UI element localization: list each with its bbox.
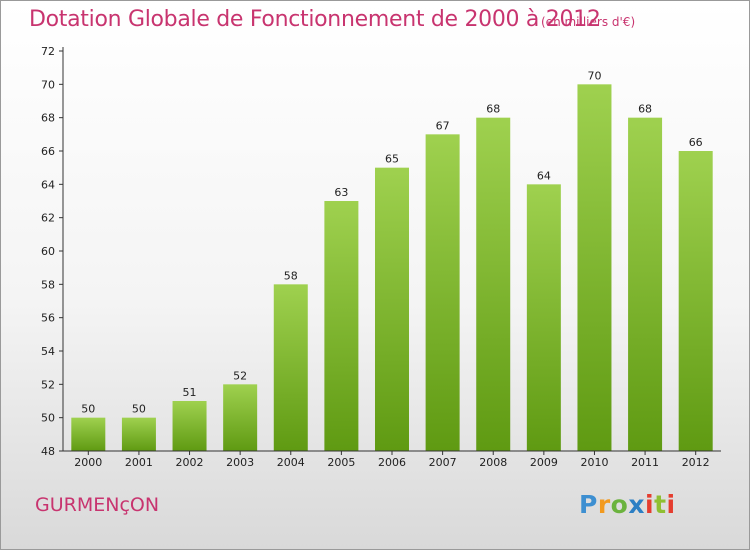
x-tick-label: 2011 [631, 456, 659, 469]
bar [577, 84, 612, 451]
y-tick-label: 72 [41, 45, 55, 58]
logo-letter: t [654, 490, 667, 519]
x-tick-label: 2002 [176, 456, 204, 469]
bar-value-label: 50 [81, 403, 95, 416]
commune-name: GURMENçON [35, 494, 160, 516]
y-tick-label: 56 [41, 312, 55, 325]
x-tick-label: 2000 [74, 456, 102, 469]
logo-letter: o [610, 490, 629, 519]
x-tick-label: 2005 [327, 456, 355, 469]
bar-value-label: 63 [334, 186, 348, 199]
bar-value-label: 52 [233, 369, 247, 382]
bar-value-label: 66 [689, 136, 703, 149]
y-tick-label: 58 [41, 278, 55, 291]
bar-value-label: 67 [436, 119, 450, 132]
y-tick-label: 70 [41, 78, 55, 91]
chart-title: Dotation Globale de Fonctionnement de 20… [29, 7, 601, 32]
y-tick-label: 48 [41, 445, 55, 458]
bar [678, 151, 713, 451]
bar [223, 384, 258, 451]
bar [425, 134, 460, 452]
bar-value-label: 58 [284, 269, 298, 282]
y-tick-label: 54 [41, 345, 55, 358]
y-tick-label: 52 [41, 378, 55, 391]
x-tick-label: 2009 [530, 456, 558, 469]
x-tick-label: 2003 [226, 456, 254, 469]
bar [476, 117, 511, 452]
logo-letter: x [628, 490, 645, 519]
bar [71, 417, 106, 451]
x-axis: 2000 2001 2002 2003 2004 2005 2006 2007 2008 2009… [63, 450, 721, 469]
bar [172, 401, 207, 451]
logo-letter: i [666, 490, 676, 519]
bar-value-label: 70 [587, 69, 601, 82]
x-tick-label: 2007 [429, 456, 457, 469]
y-tick-label: 64 [41, 178, 55, 191]
y-tick-label: 68 [41, 112, 55, 125]
bar-series: 50 50 51 52 58 63 65 67 68 64 70 68 66 [71, 69, 713, 452]
y-tick-label: 62 [41, 212, 55, 225]
bar-value-label: 50 [132, 403, 146, 416]
bar-value-label: 51 [183, 386, 197, 399]
bar [121, 417, 156, 451]
x-tick-label: 2008 [479, 456, 507, 469]
y-tick-label: 50 [41, 412, 55, 425]
logo-letter: P [579, 490, 598, 519]
logo-letter: i [645, 490, 655, 519]
x-tick-label: 2012 [682, 456, 710, 469]
bar [273, 284, 308, 451]
x-tick-label: 2006 [378, 456, 406, 469]
x-tick-label: 2010 [580, 456, 608, 469]
proxiti-logo[interactable]: Proxiti [579, 490, 676, 519]
bar [628, 117, 663, 452]
bar [324, 201, 359, 451]
bar-value-label: 64 [537, 169, 551, 182]
y-tick-label: 60 [41, 245, 55, 258]
bar-value-label: 68 [486, 103, 500, 116]
y-tick-label: 66 [41, 145, 55, 158]
logo-letter: r [597, 490, 611, 519]
bar [526, 184, 561, 452]
chart-subtitle: (en milliers d'€) [541, 15, 636, 29]
x-tick-label: 2001 [125, 456, 153, 469]
bar-value-label: 68 [638, 103, 652, 116]
bar-value-label: 65 [385, 153, 399, 166]
x-tick-label: 2004 [277, 456, 305, 469]
y-axis: 48 50 52 54 56 58 60 62 64 66 68 70 72 [41, 45, 64, 458]
bar [375, 167, 409, 451]
